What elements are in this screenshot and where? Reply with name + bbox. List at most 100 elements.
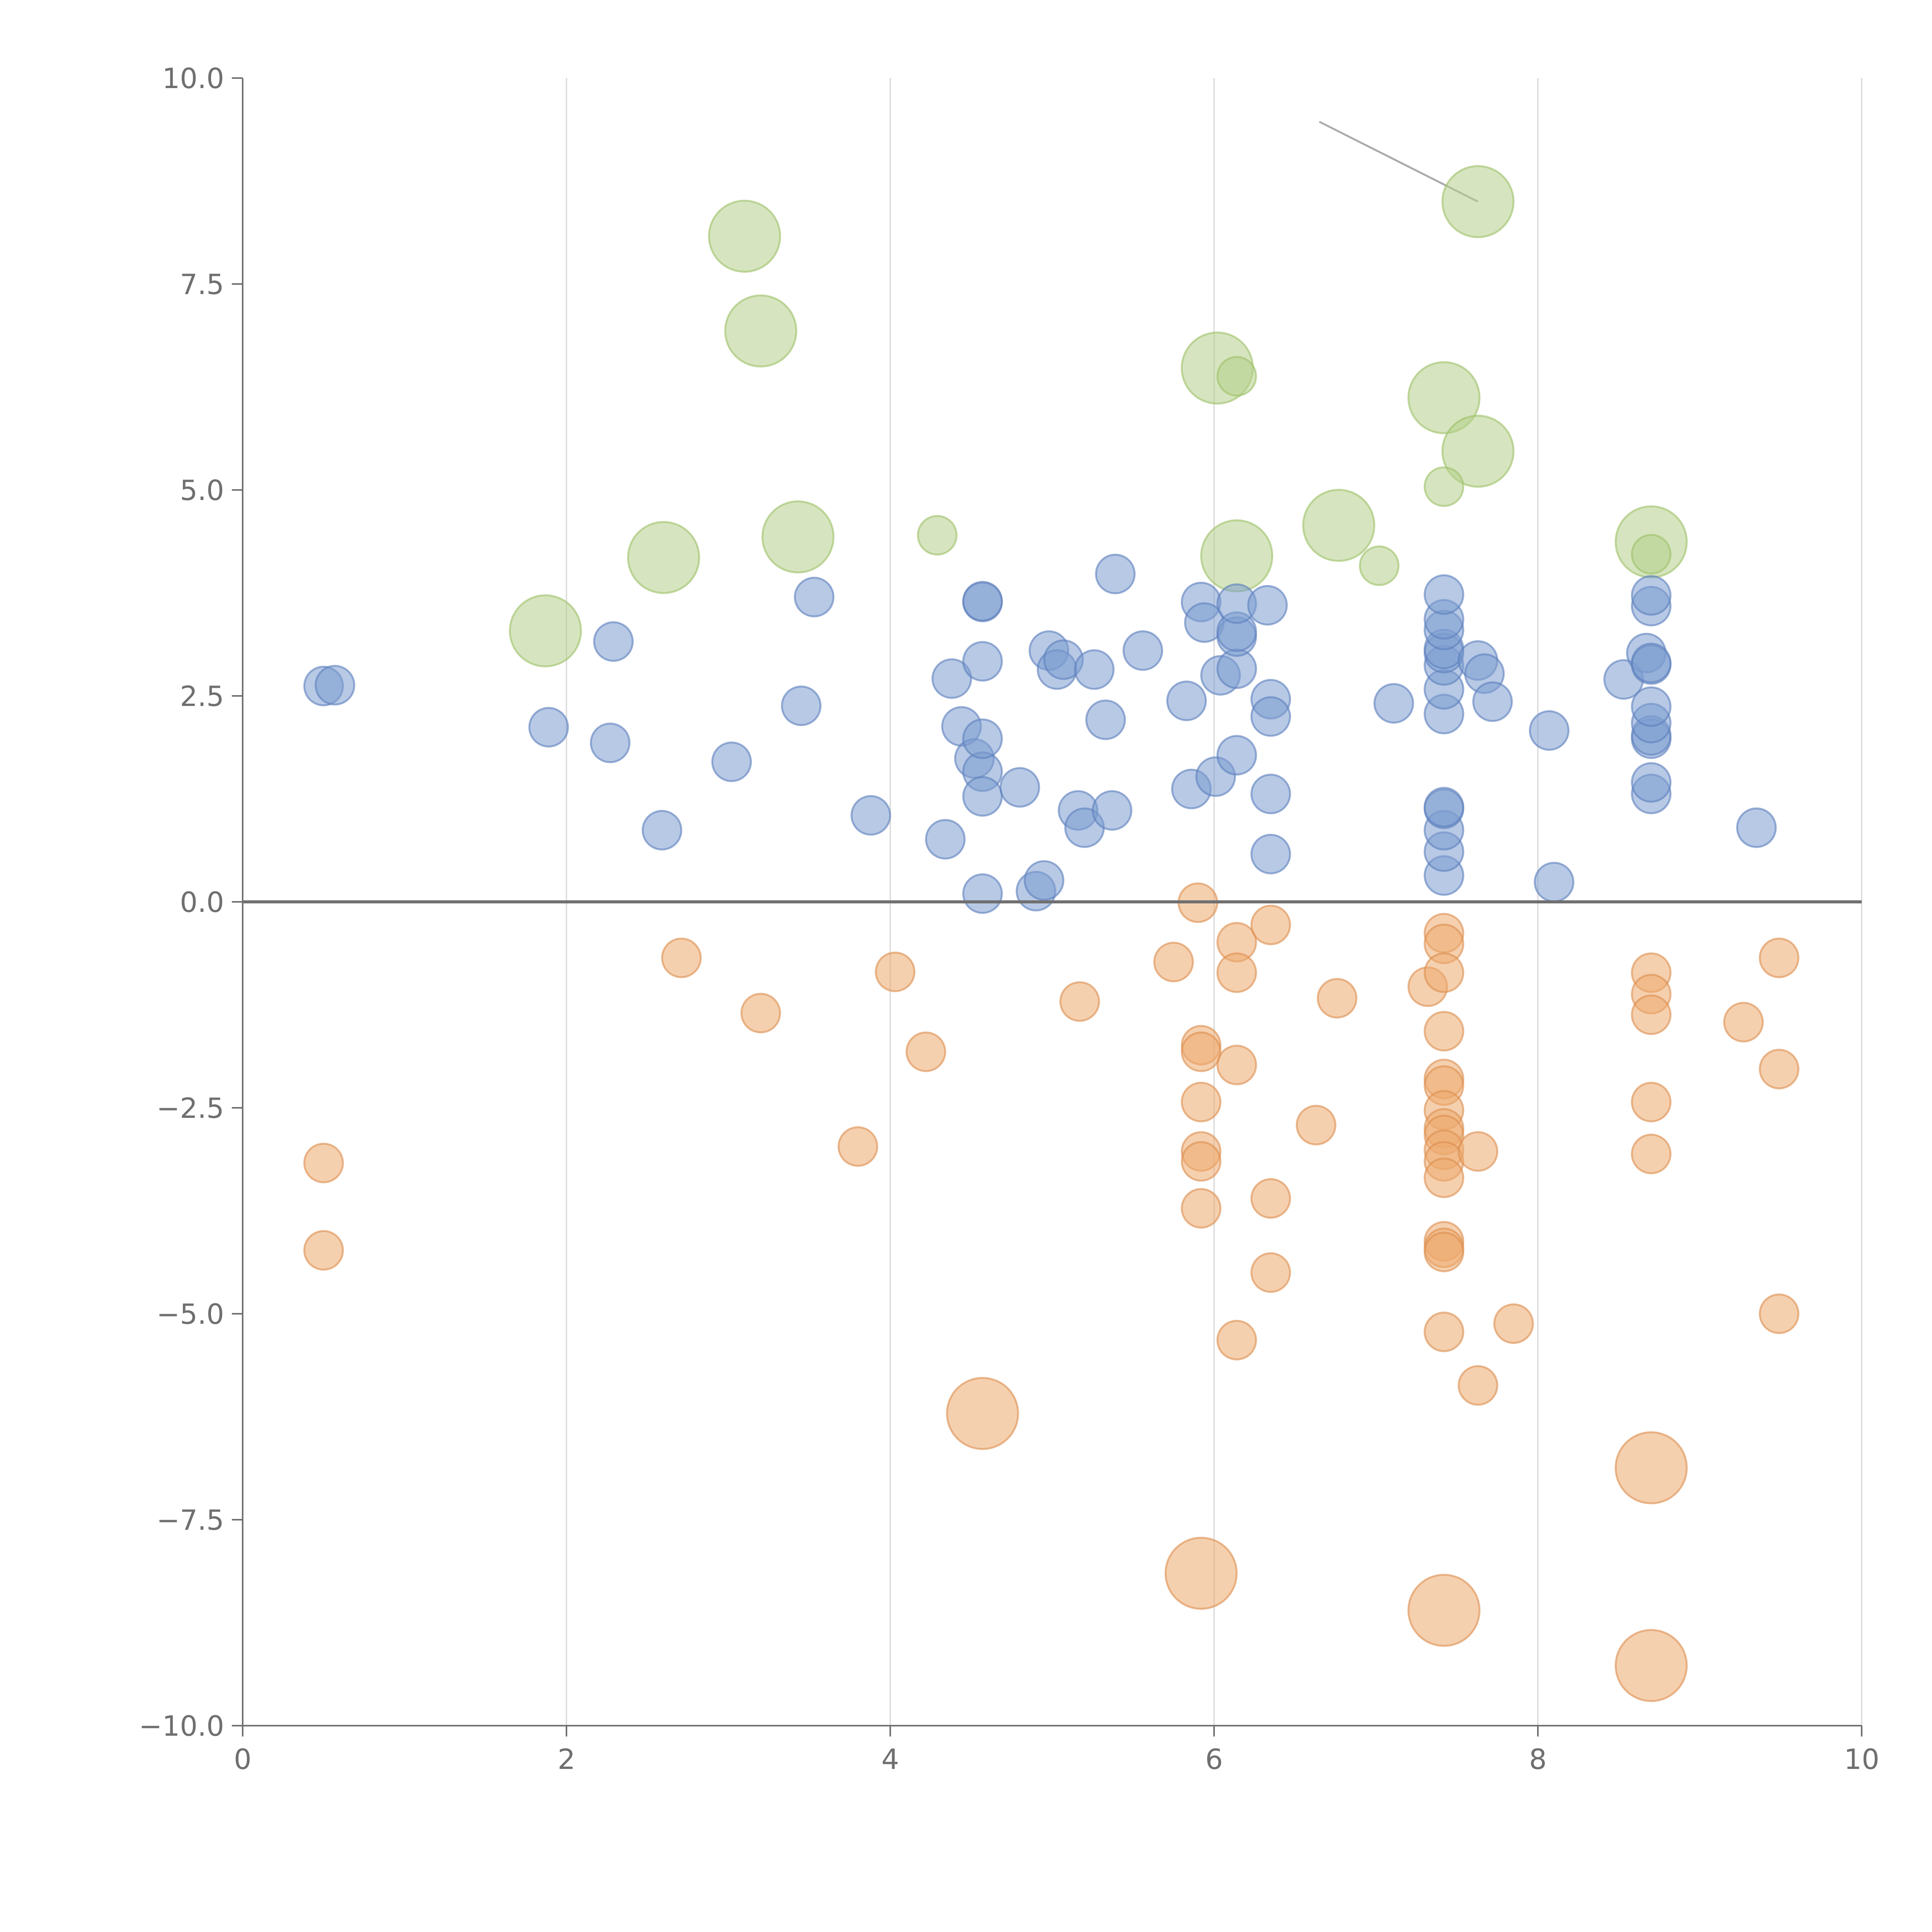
point-blue-8: [794, 577, 835, 617]
point-blue-3: [590, 723, 631, 764]
point-orange-22: [1250, 1252, 1291, 1293]
x-tick-label: 4: [881, 1743, 899, 1776]
point-blue-68: [1534, 862, 1575, 903]
point-green-large-2: [708, 199, 781, 273]
point-green-3: [1423, 466, 1464, 507]
data-points: [303, 165, 1799, 1702]
point-orange-44: [1493, 1303, 1534, 1344]
point-orange-40: [1423, 1231, 1464, 1272]
point-green-large-8: [1407, 361, 1481, 434]
y-tick-label: 7.5: [180, 268, 224, 301]
point-blue-15: [962, 776, 1003, 817]
y-tick-label: −10.0: [139, 1710, 224, 1742]
point-orange-21: [1250, 1178, 1291, 1219]
x-tick-label: 6: [1205, 1743, 1223, 1776]
x-tick-label: 2: [558, 1743, 575, 1776]
point-orange-41: [1423, 1311, 1464, 1352]
point-blue-6: [711, 742, 752, 782]
point-blue-29: [1074, 649, 1115, 690]
point-green-large-10: [1441, 165, 1515, 238]
point-orange-14: [1180, 1141, 1221, 1182]
point-orange-37: [1423, 1157, 1464, 1198]
point-blue-80: [1631, 575, 1672, 616]
point-orange-17: [1216, 952, 1257, 993]
point-orange-50: [1723, 1002, 1764, 1043]
point-orange-1: [303, 1230, 344, 1271]
point-orange-20: [1250, 905, 1291, 946]
point-orange-2: [661, 937, 702, 978]
point-blue-10: [925, 819, 966, 860]
point-blue-9: [850, 795, 891, 836]
point-green-1: [1216, 356, 1257, 397]
point-green-large-9: [1441, 415, 1515, 488]
point-orange-large-3: [1614, 1431, 1688, 1505]
point-blue-30: [1085, 699, 1126, 740]
point-orange-52: [1759, 1049, 1799, 1090]
y-tick-label: 10.0: [162, 62, 224, 95]
point-orange-53: [1759, 1293, 1799, 1334]
point-orange-large-1: [1164, 1537, 1238, 1610]
point-orange-11: [1180, 1031, 1221, 1072]
point-green-2: [1359, 545, 1400, 586]
point-orange-28: [1423, 952, 1464, 993]
y-tick-label: 2.5: [180, 680, 224, 713]
point-orange-large-2: [1407, 1574, 1481, 1647]
point-orange-48: [1631, 1082, 1672, 1122]
point-blue-49: [1250, 833, 1291, 874]
x-tick-label: 10: [1844, 1743, 1879, 1776]
point-orange-7: [1059, 981, 1100, 1022]
point-blue-66: [1472, 681, 1513, 722]
point-orange-29: [1423, 1011, 1464, 1052]
point-green-large-6: [1200, 519, 1274, 593]
point-orange-49: [1631, 1133, 1672, 1174]
point-blue-63: [1423, 574, 1464, 615]
point-blue-32: [1095, 553, 1136, 594]
point-orange-0: [303, 1143, 344, 1184]
point-blue-76: [1631, 686, 1672, 727]
x-tick-label: 0: [234, 1743, 252, 1776]
point-orange-8: [1153, 942, 1194, 983]
point-orange-47: [1631, 994, 1672, 1035]
point-green-4: [1631, 534, 1672, 575]
point-green-large-1: [627, 521, 700, 594]
axes: [232, 77, 1862, 1736]
point-blue-55: [1423, 787, 1464, 828]
point-orange-12: [1180, 1082, 1221, 1122]
point-orange-23: [1296, 1105, 1337, 1146]
point-blue-47: [1250, 696, 1291, 737]
point-orange-large-0: [946, 1377, 1019, 1450]
point-blue-78: [1631, 643, 1672, 684]
y-tick-label: 0.0: [180, 886, 224, 918]
point-blue-72: [1631, 762, 1672, 803]
point-blue-11: [931, 658, 972, 699]
point-blue-4: [593, 621, 634, 662]
point-green-large-7: [1302, 489, 1376, 562]
point-blue-2: [528, 707, 569, 748]
x-tick-label: 8: [1529, 1743, 1547, 1776]
point-orange-18: [1216, 1044, 1257, 1085]
point-blue-7: [781, 685, 822, 726]
point-blue-1: [315, 665, 355, 706]
point-green-0: [917, 515, 958, 556]
point-orange-6: [905, 1031, 946, 1072]
point-orange-51: [1759, 937, 1799, 978]
point-blue-31: [1092, 790, 1133, 831]
point-blue-18: [962, 641, 1003, 682]
tick-labels: 10.0 7.5 5.0 2.5 0.0 −2.5 −5.0 −7.5 −10.0 0 2 4 6 8 10: [139, 62, 1879, 1776]
point-orange-3: [740, 993, 781, 1034]
point-green-large-3: [724, 294, 798, 368]
y-tick-label: −7.5: [156, 1504, 224, 1536]
point-blue-23: [1024, 860, 1065, 901]
point-orange-15: [1180, 1188, 1221, 1229]
point-green-large-0: [509, 594, 582, 668]
point-orange-4: [837, 1126, 878, 1167]
y-tick-label: −2.5: [156, 1092, 224, 1124]
point-orange-5: [875, 951, 916, 992]
point-orange-43: [1458, 1365, 1498, 1406]
point-blue-67: [1529, 710, 1570, 751]
point-green-large-4: [761, 500, 835, 574]
point-blue-40: [1216, 735, 1257, 776]
point-blue-21: [999, 767, 1040, 808]
point-blue-5: [641, 810, 682, 851]
